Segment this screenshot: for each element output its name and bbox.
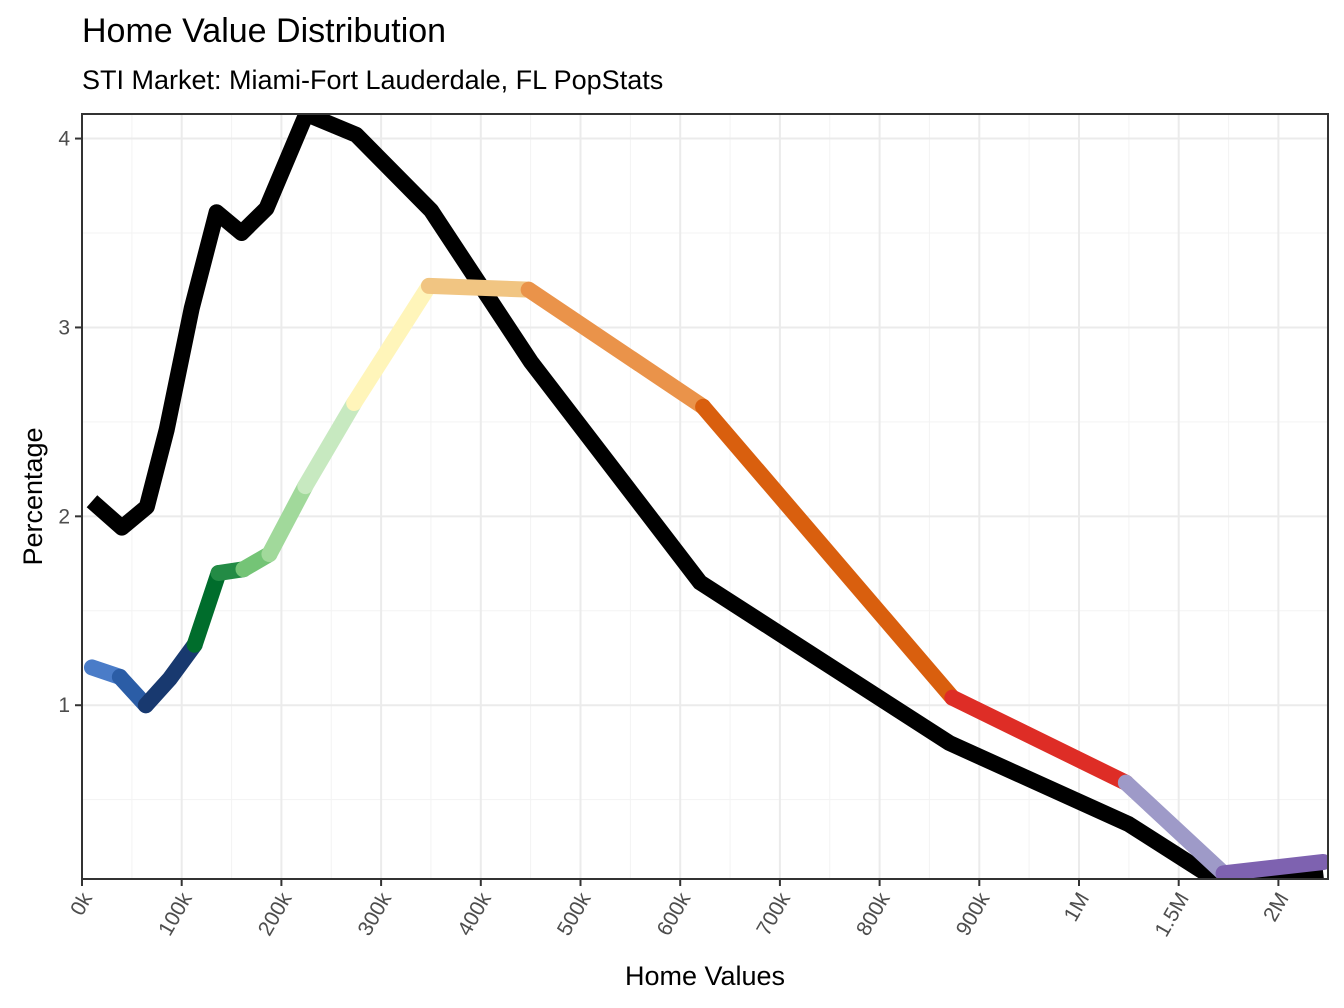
colored-series-segment — [420, 277, 537, 298]
x-tick-label: 400k — [453, 888, 496, 939]
colored-series-segment — [1215, 854, 1328, 879]
colored-series-segment — [695, 398, 961, 706]
chart-subtitle: STI Market: Miami-Fort Lauderdale, FL Po… — [82, 65, 664, 95]
x-tick-label: 900k — [952, 888, 995, 939]
y-axis-title: Percentage — [18, 427, 48, 565]
colored-series-segment — [1117, 774, 1232, 879]
y-tick-label: 4 — [58, 128, 70, 151]
major-gridlines — [81, 114, 1328, 879]
colored-series-segment — [944, 689, 1134, 791]
x-tick-label: 200k — [254, 888, 297, 939]
x-tick-label: 100k — [154, 888, 197, 939]
x-tick-label: 2M — [1259, 889, 1294, 926]
colored-series-segment — [261, 478, 314, 563]
y-tick-label: 1 — [58, 694, 70, 717]
x-tick-label: 1M — [1060, 889, 1095, 926]
plot-panel-border — [81, 113, 1329, 880]
y-tick-label: 3 — [58, 316, 70, 339]
x-tick-label: 500k — [553, 888, 596, 939]
colored-series-segment — [297, 395, 363, 495]
black-series-line — [86, 114, 1324, 879]
colored-series — [83, 277, 1328, 879]
black-series — [86, 114, 1324, 879]
x-tick-label: 0k — [66, 888, 97, 919]
x-axis-title: Home Values — [625, 961, 785, 991]
x-tick-label: 700k — [752, 888, 795, 939]
chart-title: Home Value Distribution — [82, 12, 447, 50]
colored-series-segment — [346, 277, 437, 411]
colored-series-segment — [186, 565, 227, 653]
x-tick-label: 1.5M — [1151, 889, 1194, 941]
y-axis-ticks: 1 2 3 4 — [58, 128, 82, 717]
x-tick-label: 300k — [354, 888, 397, 939]
x-tick-label: 800k — [852, 888, 895, 939]
minor-gridlines — [82, 114, 1328, 879]
x-tick-label: 600k — [653, 888, 696, 939]
x-axis-ticks: 0k 100k 200k 300k 400k 500k 600k 700k 800k 900k 1M… — [66, 879, 1294, 941]
colored-series-segment — [137, 636, 203, 714]
colored-series-segment — [520, 281, 712, 415]
y-tick-label: 2 — [58, 505, 70, 528]
